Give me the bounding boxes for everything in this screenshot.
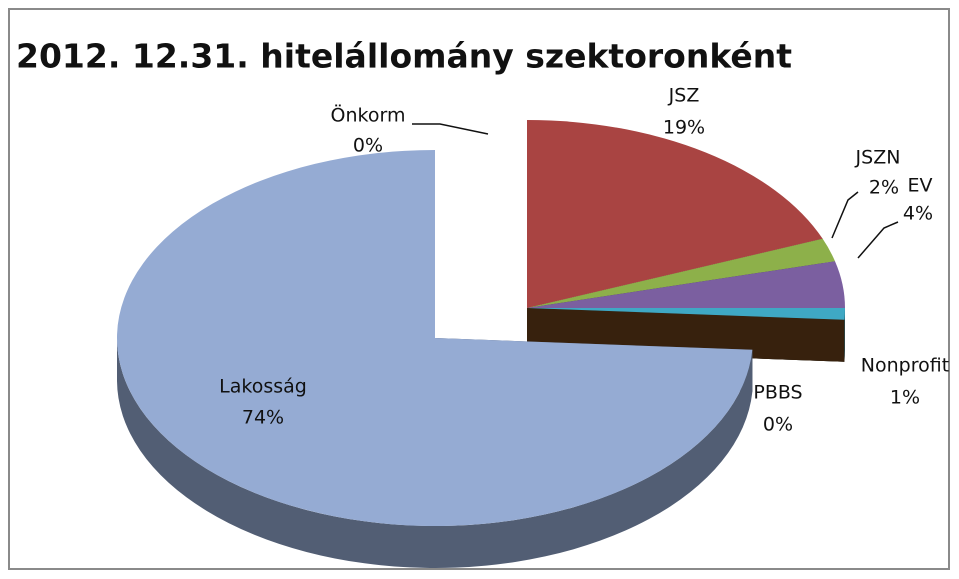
- leader-line: [831, 191, 859, 239]
- slice-label: Nonprofit: [861, 355, 949, 377]
- slice-label: JSZ: [668, 85, 700, 107]
- slice-label: Lakosság: [219, 376, 307, 398]
- slice-side: [844, 308, 845, 362]
- slice: [527, 238, 836, 308]
- slice-label: EV: [907, 175, 932, 197]
- slice-value-label: 2%: [869, 177, 899, 199]
- slice-value-label: 4%: [903, 203, 933, 225]
- slice-label: JSZN: [855, 147, 901, 169]
- slice-value-label: 19%: [663, 117, 705, 139]
- slice: [527, 261, 845, 308]
- slice: [527, 308, 845, 320]
- chart-title: 2012. 12.31. hitelállomány szektoronként: [16, 37, 792, 76]
- labels: Önkorm 0% JSZ 19% JSZN 2% EV 4% Nonprofit 1% PBBS 0…: [219, 85, 949, 436]
- slice-value-label: 74%: [242, 407, 284, 429]
- slice-value-label: 0%: [763, 414, 793, 436]
- slice-side: [117, 338, 753, 568]
- leader-line: [857, 221, 899, 259]
- slice-label: PBBS: [753, 382, 802, 404]
- slice-value-label: 0%: [353, 135, 383, 157]
- slice: [116, 150, 753, 526]
- leader-line: [412, 123, 489, 135]
- pie: [116, 120, 845, 568]
- slice-label: Önkorm: [331, 104, 406, 127]
- slice: [527, 120, 823, 308]
- slice-value-label: 1%: [890, 387, 920, 409]
